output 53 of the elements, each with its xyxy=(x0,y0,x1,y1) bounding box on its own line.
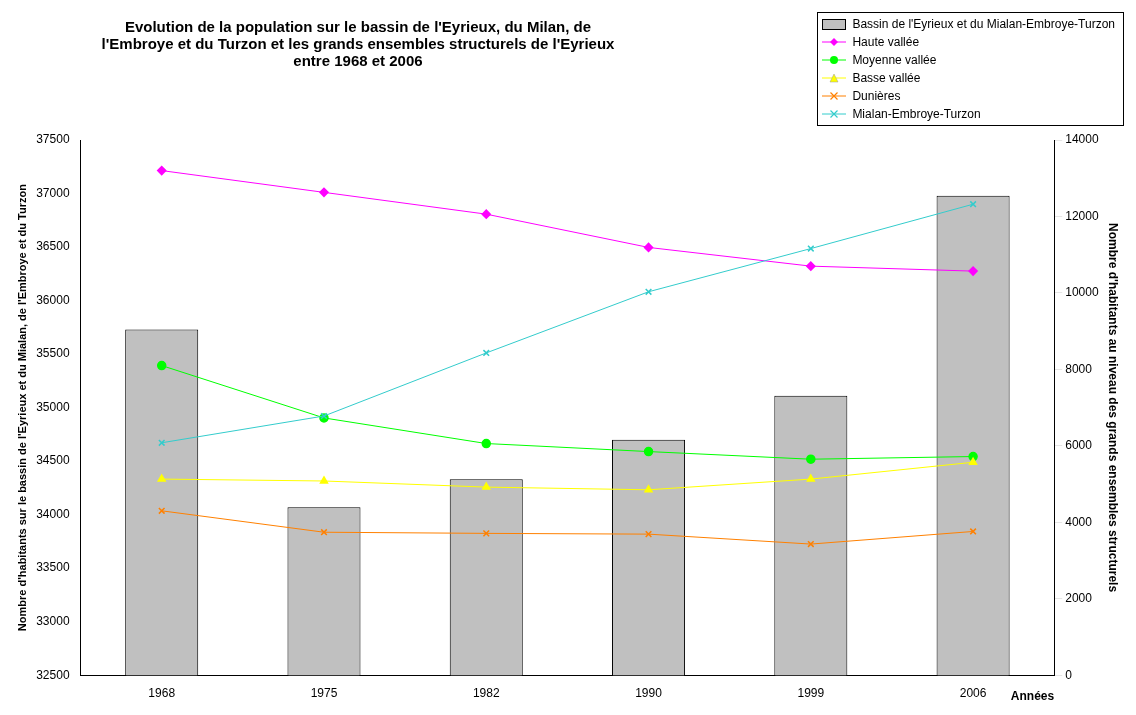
y-tick-label: 32500 xyxy=(36,667,70,682)
x-tick-label: 2006 xyxy=(959,685,987,700)
legend-label: Dunières xyxy=(852,89,901,103)
point xyxy=(157,474,166,482)
y-tick-label: 36500 xyxy=(36,239,70,254)
point xyxy=(156,360,167,371)
x-tick-label: 1982 xyxy=(472,685,500,700)
point xyxy=(969,527,977,536)
y2-tick-label: 8000 xyxy=(1065,361,1093,376)
y2-tick-label: 10000 xyxy=(1065,285,1099,300)
point xyxy=(644,485,653,493)
x-tick-label: 1990 xyxy=(635,685,663,700)
y-tick-label: 35500 xyxy=(36,346,70,361)
point xyxy=(319,187,329,198)
y-axis-title: Nombre d'habitants sur le bassin de l'Eyrieux et du Mialan, de l'Embroye et du Turzon xyxy=(15,183,28,632)
y-tick-label: 33500 xyxy=(36,560,70,575)
point xyxy=(643,242,654,253)
y-tick-label: 36000 xyxy=(36,292,70,307)
y2-tick-label: 14000 xyxy=(1065,132,1099,147)
y2-tick-label: 6000 xyxy=(1065,438,1093,453)
x-axis-title: Années xyxy=(1010,689,1055,704)
chart-title: Evolution de la population sur le bassin de l'Eyrieux, du Milan, de l'Embroye et du Turzon et les grands ensembles structurels de l'Eyrieux entre 1968 et 2006 xyxy=(100,18,616,69)
point xyxy=(156,165,167,176)
point xyxy=(968,266,978,276)
legend-label: Mialan-Embroye-Turzon xyxy=(852,107,981,121)
legend-label: Bassin de l'Eyrieux et du Mialan-Embroye-Turzon xyxy=(852,17,1115,31)
x-tick-label: 1968 xyxy=(148,685,176,700)
y-tick-label: 37000 xyxy=(36,185,70,200)
y-tick-label: 34500 xyxy=(36,453,70,468)
point xyxy=(482,482,491,490)
point xyxy=(158,439,166,447)
legend-label: Haute vallée xyxy=(852,35,920,49)
legend-label: Moyenne vallée xyxy=(852,53,937,67)
y2-tick-label: 4000 xyxy=(1065,514,1093,529)
y2-tick-label: 12000 xyxy=(1065,208,1099,223)
y2-axis-title: Nombre d'habitants au niveau des grands ensembles structurels xyxy=(1106,223,1121,593)
point xyxy=(319,476,329,484)
y-tick-label: 34000 xyxy=(36,506,70,521)
point xyxy=(481,209,492,219)
y-tick-label: 35000 xyxy=(36,399,70,414)
y-tick-label: 33000 xyxy=(36,613,70,628)
point xyxy=(968,457,978,466)
point xyxy=(481,438,492,449)
legend-label: Basse vallée xyxy=(852,71,921,85)
y-tick-label: 37500 xyxy=(36,132,70,147)
point xyxy=(806,454,816,464)
point xyxy=(806,261,816,271)
y2-tick-label: 0 xyxy=(1065,667,1073,682)
y2-tick-label: 2000 xyxy=(1065,591,1093,606)
x-tick-label: 1975 xyxy=(310,685,338,700)
point xyxy=(643,446,654,457)
x-tick-label: 1999 xyxy=(797,685,825,700)
point xyxy=(806,474,816,482)
